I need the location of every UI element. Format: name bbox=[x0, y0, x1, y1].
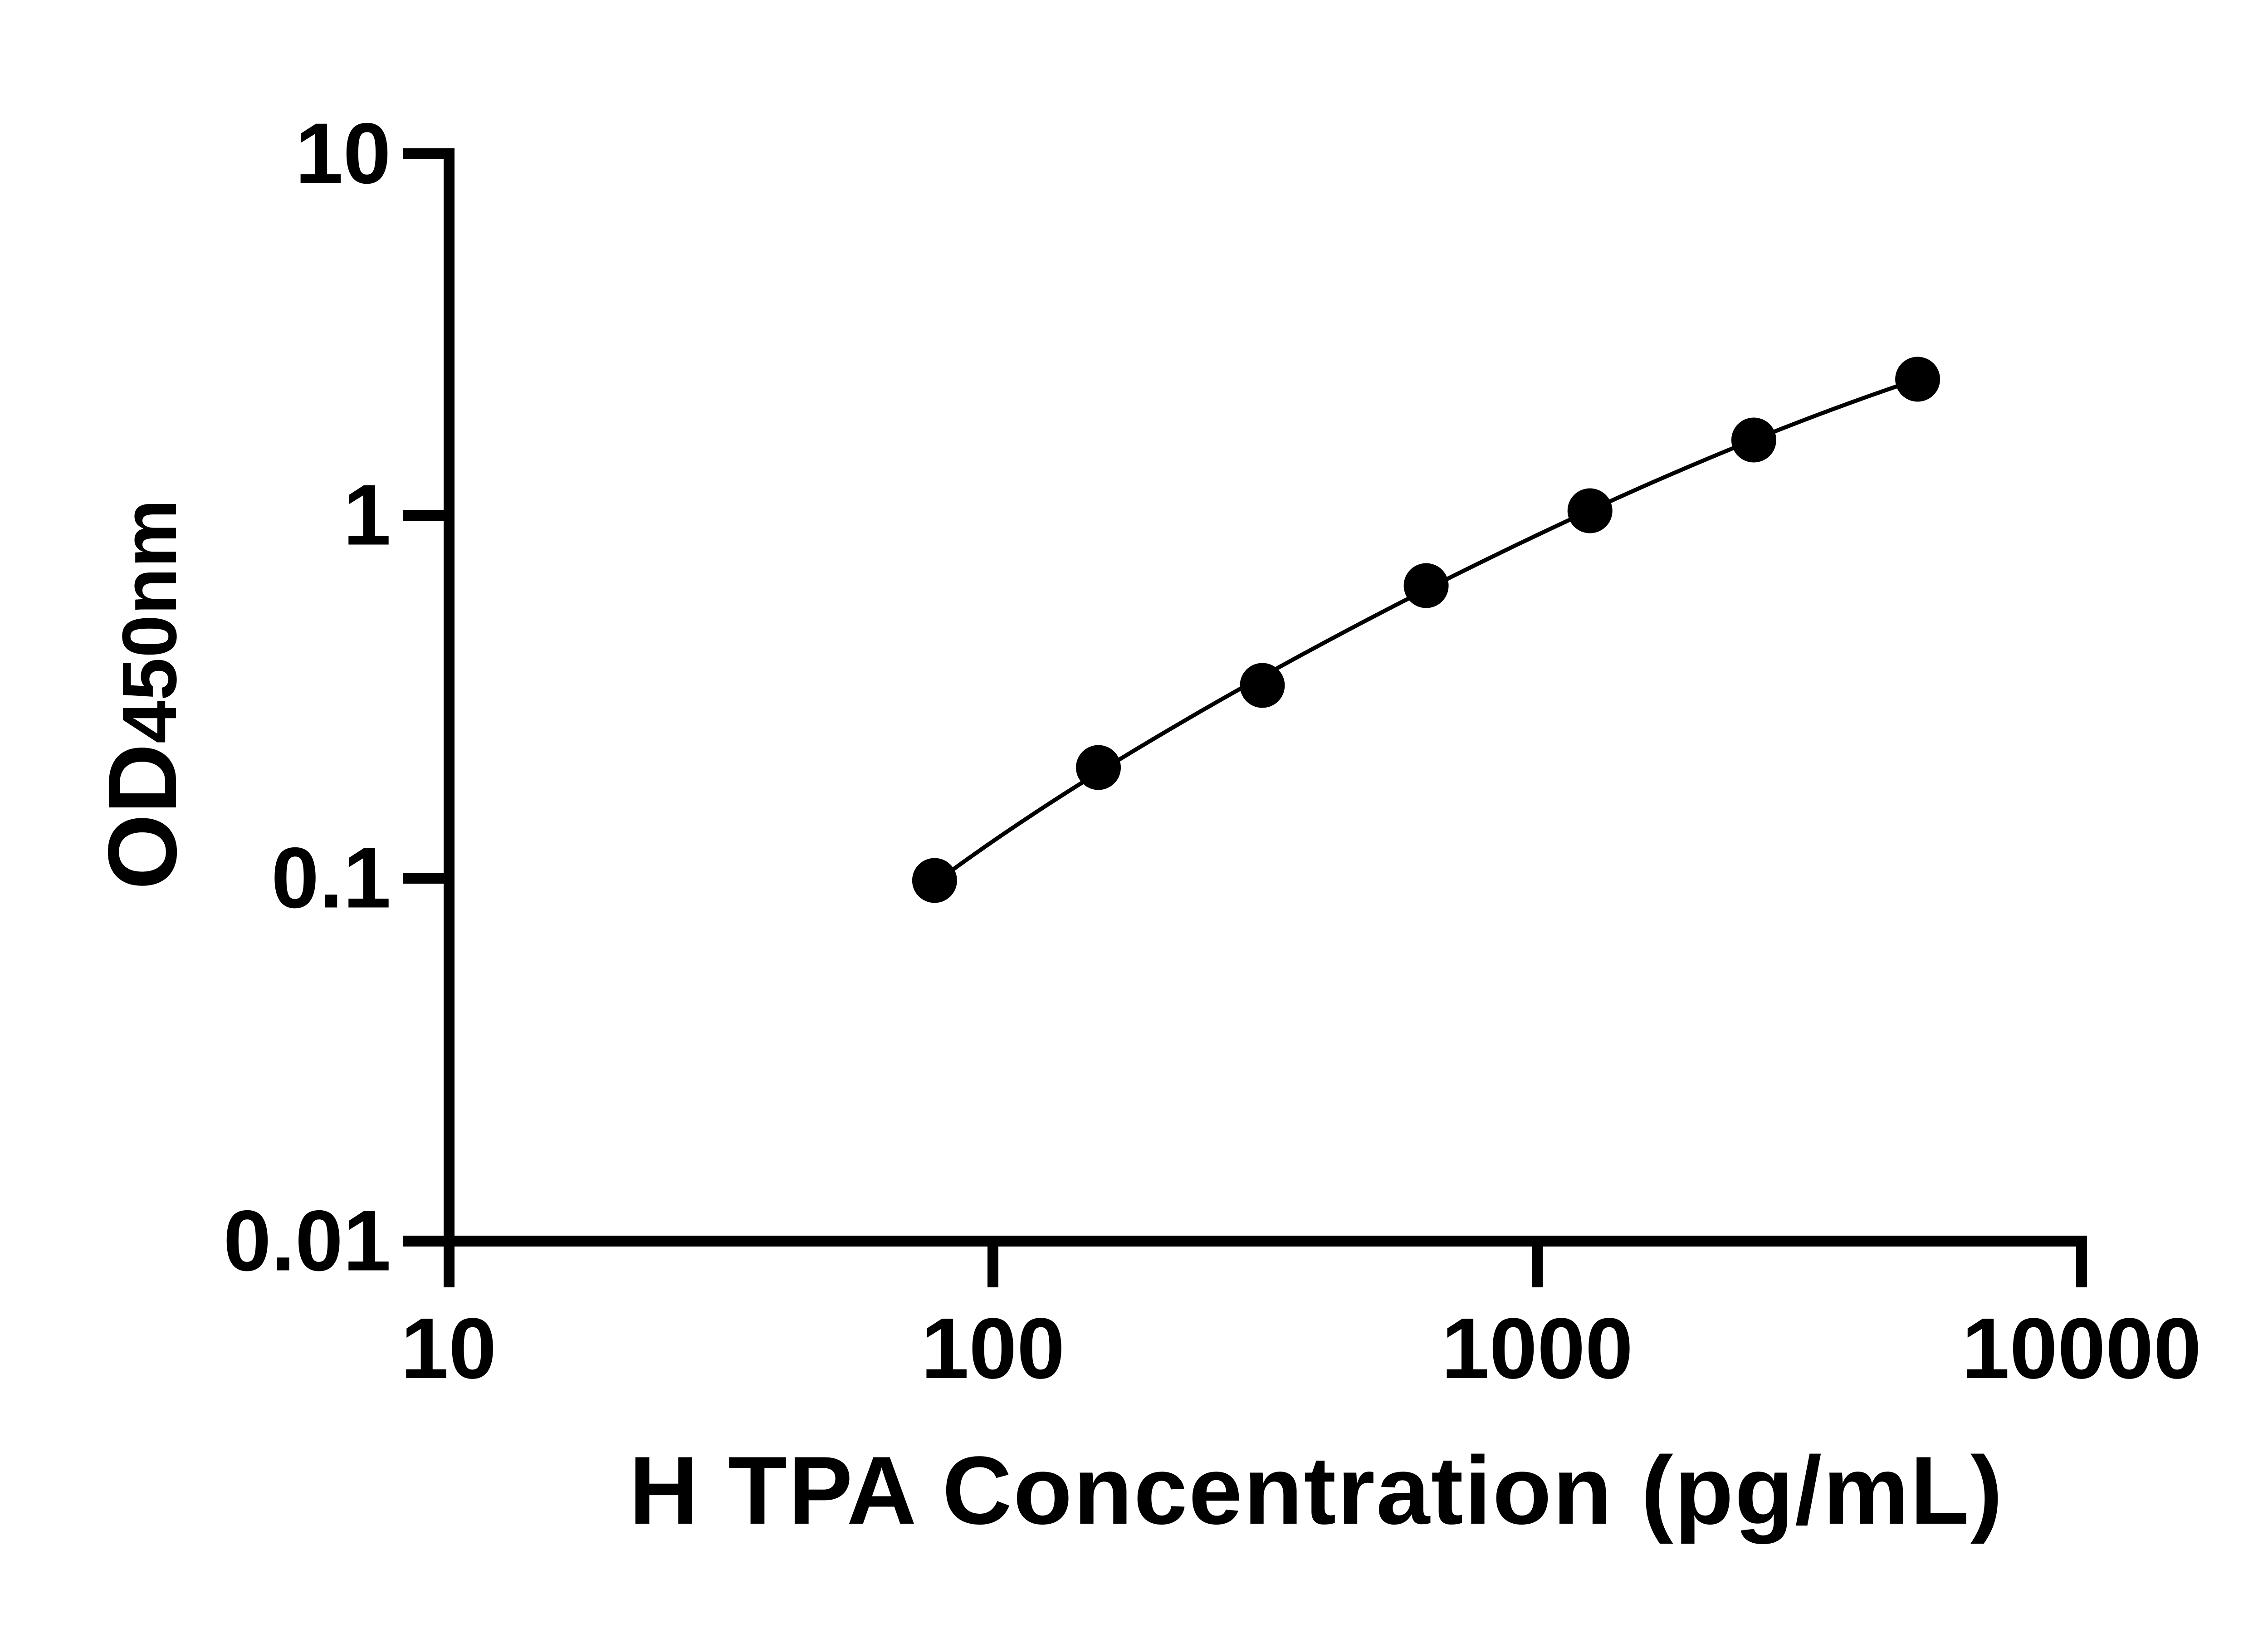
svg-text:0.01: 0.01 bbox=[223, 1193, 391, 1289]
svg-text:1000: 1000 bbox=[1442, 1301, 1633, 1397]
svg-text:H TPA Concentration (pg/mL): H TPA Concentration (pg/mL) bbox=[629, 1437, 2004, 1545]
svg-text:0.1: 0.1 bbox=[271, 830, 391, 926]
svg-text:100: 100 bbox=[921, 1301, 1065, 1397]
svg-text:1: 1 bbox=[343, 467, 391, 563]
svg-text:10: 10 bbox=[295, 106, 391, 202]
svg-text:OD450nm: OD450nm bbox=[88, 499, 197, 890]
svg-text:10: 10 bbox=[401, 1301, 496, 1397]
svg-text:10000: 10000 bbox=[1962, 1301, 2201, 1397]
